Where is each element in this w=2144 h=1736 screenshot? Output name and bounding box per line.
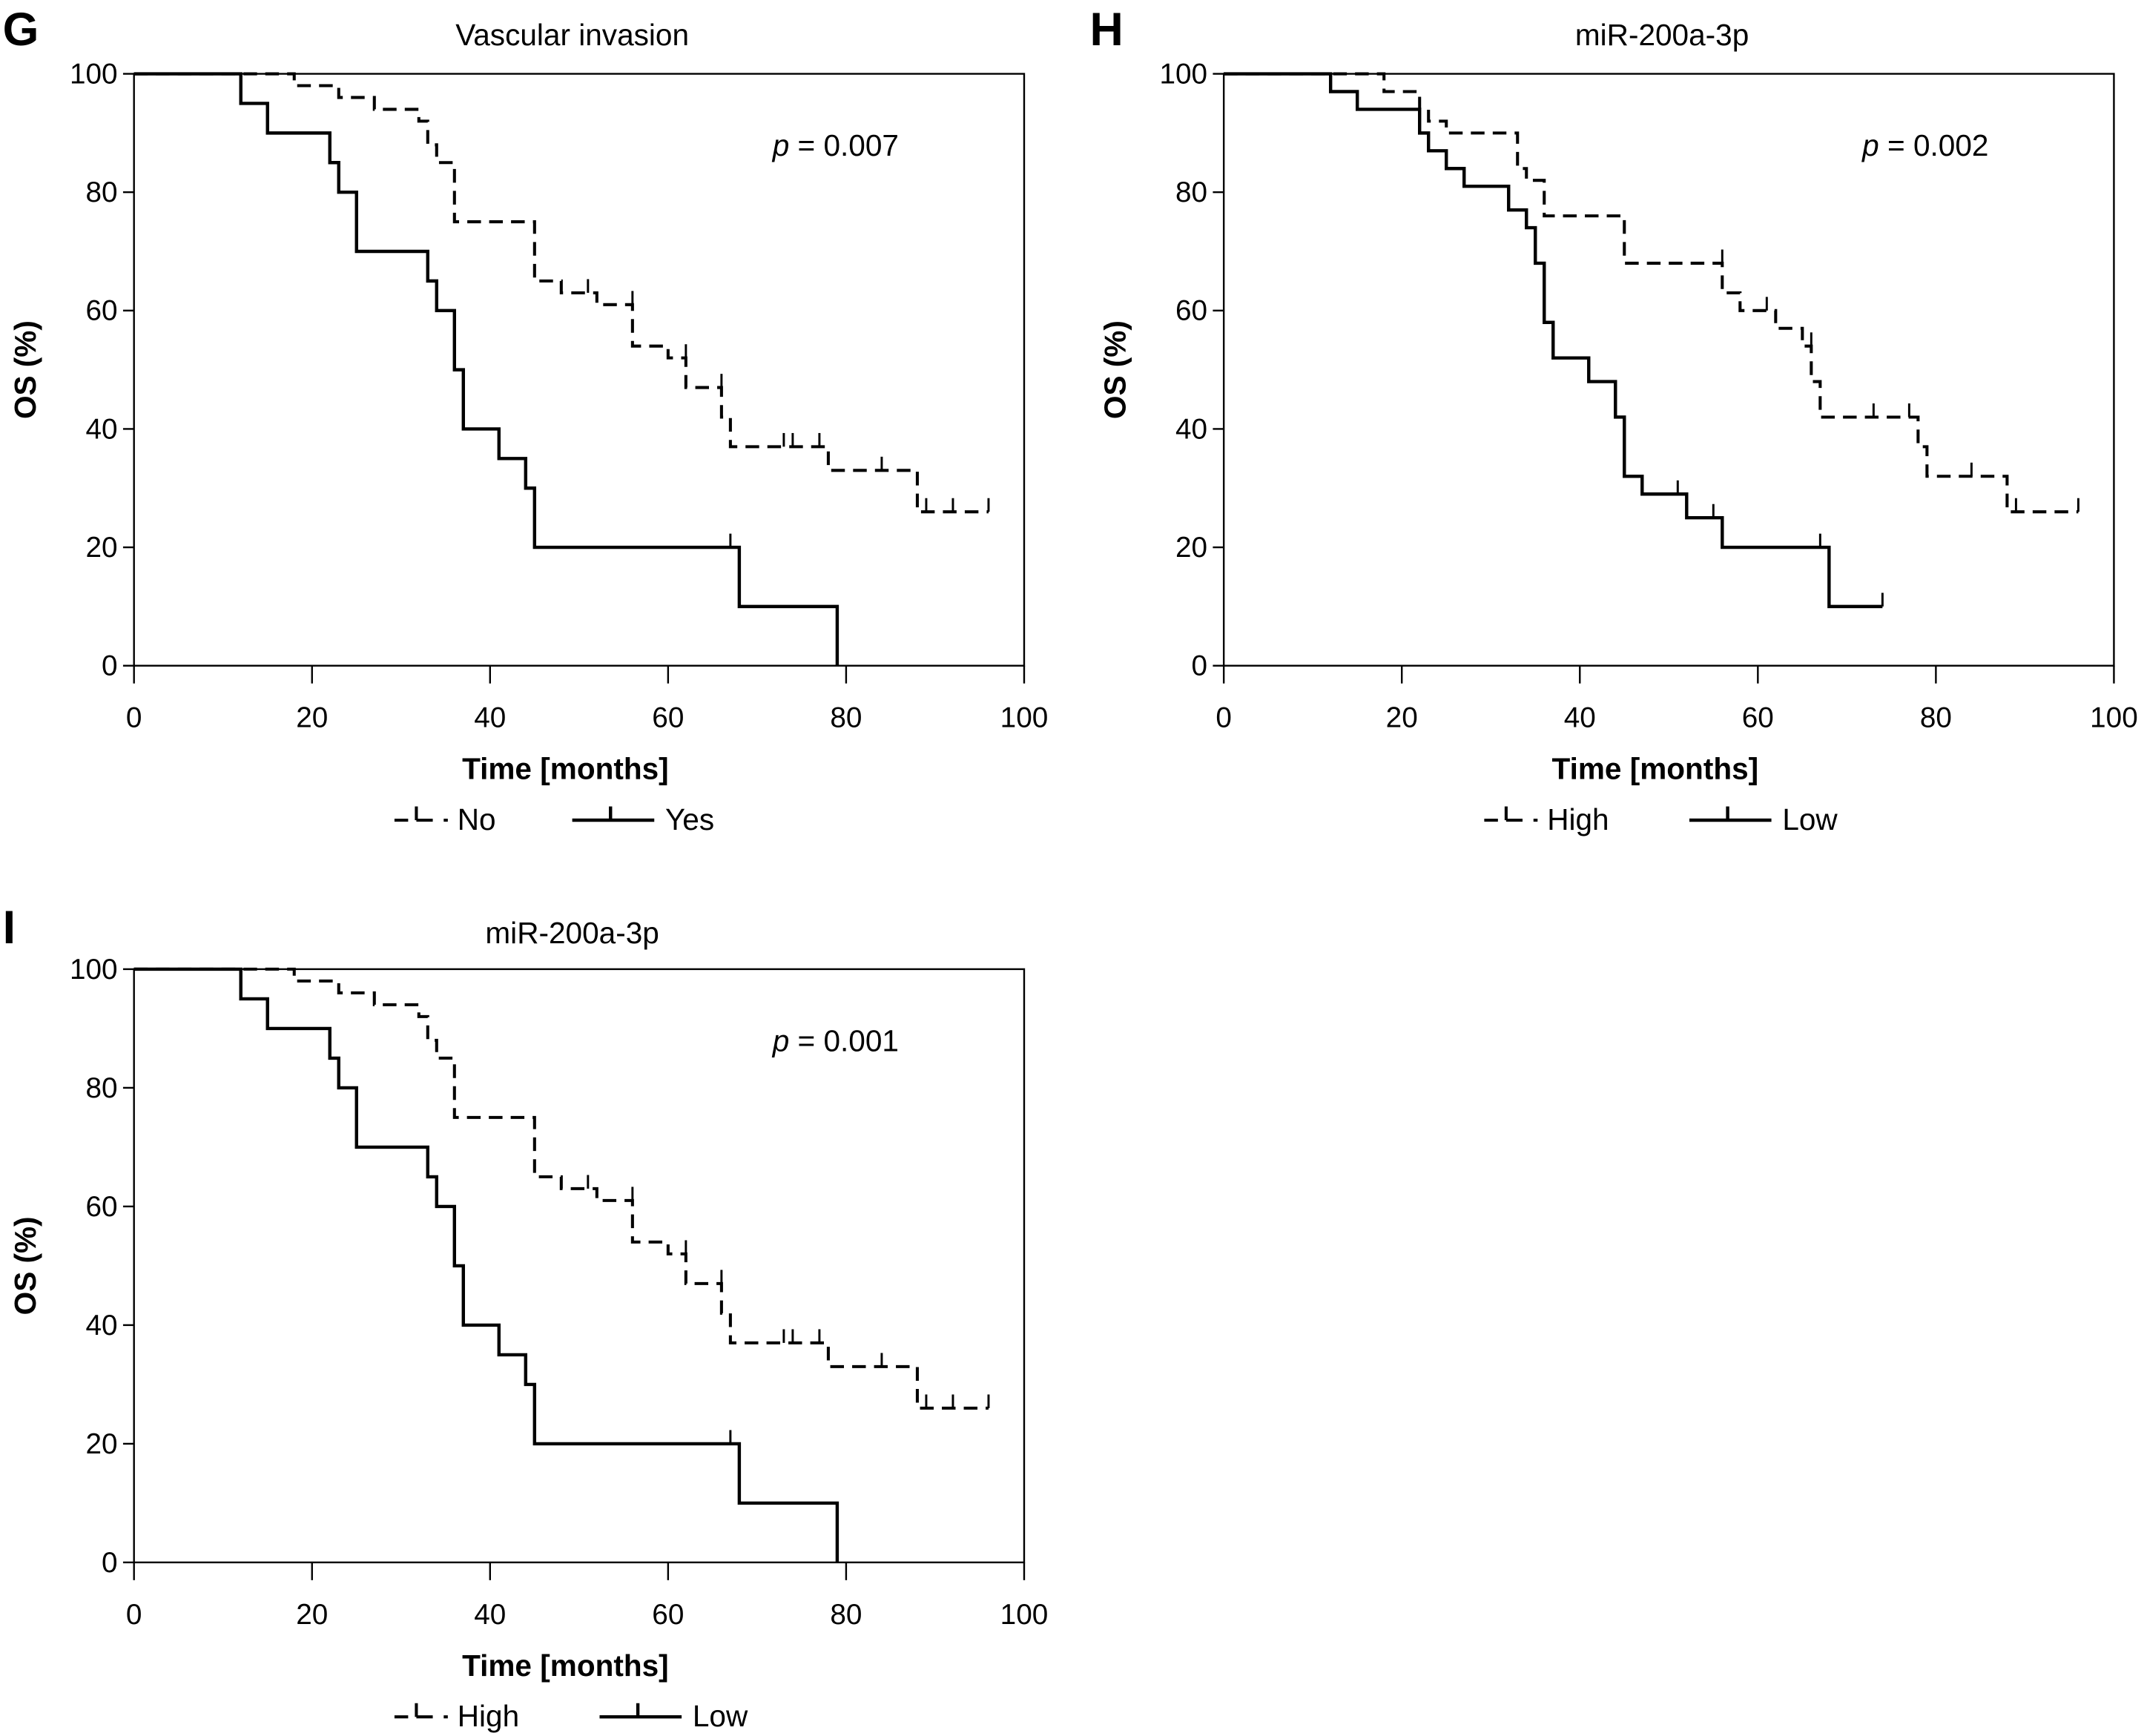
y-tick-label: 80 [85, 176, 117, 208]
y-tick-label: 60 [1175, 295, 1207, 327]
x-tick-label: 20 [296, 1599, 328, 1631]
x-tick-label: 100 [2090, 702, 2138, 734]
x-tick-label: 40 [474, 702, 506, 734]
y-tick-label: 60 [85, 1191, 117, 1223]
y-tick-label: 60 [85, 295, 117, 327]
y-tick-label: 0 [102, 1547, 118, 1579]
y-tick-label: 0 [1191, 650, 1207, 682]
legend-label: Low [693, 1699, 748, 1733]
legend-label: Yes [665, 802, 714, 836]
x-tick-label: 80 [1920, 702, 1952, 734]
p-value-annotation: p = 0.007 [771, 128, 899, 162]
x-tick-label: 60 [652, 702, 684, 734]
y-tick-label: 20 [1175, 532, 1207, 564]
legend-swatch-solid [1689, 806, 1772, 822]
x-axis-label: Time [months] [462, 752, 669, 786]
y-tick-label: 100 [70, 58, 118, 90]
x-tick-label: 20 [1386, 702, 1418, 734]
y-tick-label: 100 [70, 954, 118, 986]
legend: No Yes [394, 802, 714, 836]
survival-curve-low [133, 967, 840, 1562]
legend-swatch-solid [599, 1703, 682, 1719]
panel-label: G [3, 4, 39, 56]
y-tick-label: 40 [85, 413, 117, 445]
plot-frame [1222, 73, 2115, 667]
x-tick-label: 80 [830, 702, 862, 734]
x-tick-label: 100 [1000, 702, 1049, 734]
x-axis-label: Time [months] [1552, 752, 1759, 786]
y-tick-label: 0 [102, 650, 118, 682]
x-tick-label: 60 [652, 1599, 684, 1631]
x-tick-label: 0 [126, 1599, 142, 1631]
chart-panel-g: G Vascular invasion 0 20 40 60 80 100 0 20 40 60 80 1… [3, 4, 1049, 836]
legend-label: High [1547, 802, 1609, 836]
y-tick-label: 80 [85, 1072, 117, 1104]
p-value-annotation: p = 0.002 [1861, 128, 1988, 162]
survival-curve-yes [133, 72, 840, 666]
y-axis-label: OS (%) [8, 1216, 42, 1315]
legend-swatch-dashed [394, 1703, 448, 1719]
legend: High Low [1484, 802, 1838, 836]
plot-frame [133, 968, 1026, 1564]
legend-label: Low [1782, 802, 1838, 836]
chart-title: Vascular invasion [455, 18, 689, 52]
p-value-annotation: p = 0.001 [771, 1024, 899, 1058]
chart-title: miR-200a-3p [1575, 18, 1749, 52]
plot-frame [133, 73, 1026, 667]
survival-curve-low [1224, 72, 1883, 609]
y-tick-label: 20 [85, 1428, 117, 1460]
x-tick-label: 100 [1000, 1599, 1049, 1631]
legend-swatch-dashed [1484, 806, 1538, 822]
y-tick-label: 40 [1175, 413, 1207, 445]
x-axis-label: Time [months] [462, 1648, 669, 1683]
survival-curve-high [1224, 72, 2079, 514]
legend-label: High [458, 1699, 519, 1733]
legend-label: No [458, 802, 496, 836]
legend-swatch-solid [572, 806, 655, 822]
x-tick-label: 60 [1742, 702, 1774, 734]
y-axis-label: OS (%) [8, 320, 42, 419]
legend-swatch-dashed [394, 806, 448, 822]
panel-label: I [3, 902, 16, 954]
survival-curve-high [133, 967, 989, 1410]
y-tick-label: 80 [1175, 176, 1207, 208]
x-tick-label: 0 [1216, 702, 1232, 734]
x-tick-label: 40 [1564, 702, 1596, 734]
x-tick-label: 40 [474, 1599, 506, 1631]
panel-label: H [1089, 4, 1123, 56]
y-tick-label: 40 [85, 1310, 117, 1341]
x-tick-label: 0 [126, 702, 142, 734]
y-axis-label: OS (%) [1098, 320, 1132, 419]
chart-title: miR-200a-3p [485, 916, 659, 950]
x-tick-label: 80 [830, 1599, 862, 1631]
y-tick-label: 100 [1159, 58, 1207, 90]
x-tick-label: 20 [296, 702, 328, 734]
legend: High Low [394, 1699, 748, 1733]
survival-curve-no [133, 72, 989, 514]
y-tick-label: 20 [85, 532, 117, 564]
